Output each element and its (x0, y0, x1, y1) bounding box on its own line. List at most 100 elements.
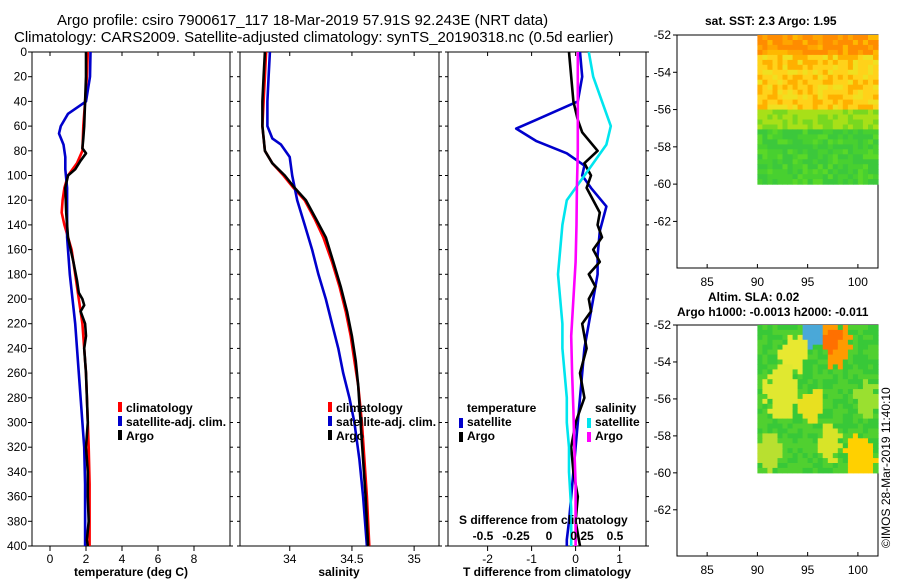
heat-cell (812, 463, 819, 469)
heat-cell (787, 408, 794, 415)
heat-cell (762, 334, 768, 341)
heat-cell (797, 179, 804, 185)
heat-cell (822, 159, 829, 165)
heat-cell (772, 134, 779, 140)
heat-cell (868, 408, 874, 415)
heat-cell (842, 74, 849, 81)
heat-cell (817, 169, 824, 175)
heat-cell (807, 64, 814, 71)
heat-cell (787, 349, 794, 356)
heat-cell (857, 54, 864, 61)
heat-cell (787, 179, 794, 185)
heat-cell (852, 154, 859, 160)
heat-cell (767, 169, 773, 175)
heat-cell (857, 119, 864, 126)
heat-cell (822, 344, 829, 351)
heat-cell (837, 79, 844, 86)
heat-cell (817, 124, 824, 131)
heat-cell (777, 453, 784, 459)
heat-cell (862, 384, 869, 390)
heat-cell (797, 379, 804, 385)
heat-cell (862, 174, 869, 180)
heat-cell (802, 458, 809, 464)
heat-cell (832, 94, 839, 101)
heat-cell (827, 154, 834, 160)
heat-cell (812, 403, 819, 410)
heat-cell (837, 69, 844, 76)
heat-cell (762, 79, 768, 86)
map-y-tick-label: -54 (654, 65, 672, 79)
heat-cell (812, 64, 819, 71)
heat-cell (782, 403, 789, 410)
heat-cell (817, 44, 824, 51)
heat-cell (862, 59, 869, 66)
heat-cell (832, 394, 839, 400)
heat-cell (787, 64, 794, 71)
heat-cell (817, 134, 824, 140)
heat-cell (817, 339, 824, 346)
heat-cell (807, 467, 814, 474)
heat-cell (852, 448, 859, 454)
heat-cell (857, 458, 864, 464)
heat-cell (847, 389, 854, 395)
heat-cell (777, 433, 784, 439)
heat-cell (787, 69, 794, 76)
heat-cell (792, 325, 799, 331)
heat-cell (862, 418, 869, 425)
heat-cell (837, 139, 844, 145)
heat-cell (847, 467, 854, 474)
heat-cell (852, 339, 859, 346)
heat-cell (787, 40, 794, 46)
heat-cell (827, 54, 834, 61)
heat-cell (797, 423, 804, 430)
heat-cell (767, 433, 773, 439)
heat-cell (802, 453, 809, 459)
heat-cell (862, 458, 869, 464)
heat-cell (762, 364, 768, 370)
heat-cell (832, 433, 839, 439)
heat-cell (807, 394, 814, 400)
heat-cell (822, 139, 829, 145)
heat-cell (873, 458, 879, 464)
heat-cell (817, 104, 824, 111)
heat-cell (802, 134, 809, 140)
heat-cell (847, 354, 854, 361)
heat-cell (757, 463, 763, 469)
heat-cell (873, 418, 879, 425)
heat-cell (822, 438, 829, 444)
heat-cell (797, 344, 804, 351)
heat-cell (852, 174, 859, 180)
heat-cell (772, 139, 779, 145)
heat-cell (868, 164, 874, 170)
heat-cell (847, 408, 854, 415)
heat-cell (857, 69, 864, 76)
heat-cell (792, 418, 799, 425)
heat-cell (873, 423, 879, 430)
heat-cell (777, 418, 784, 425)
heat-cell (873, 344, 879, 351)
heat-cell (787, 384, 794, 390)
heat-cell (762, 438, 768, 444)
heat-cell (762, 149, 768, 155)
heat-cell (837, 325, 844, 331)
heat-cell (777, 394, 784, 400)
heat-cell (827, 364, 834, 370)
heat-cell (852, 458, 859, 464)
heat-cell (772, 79, 779, 86)
heat-cell (817, 394, 824, 400)
heat-cell (792, 119, 799, 126)
heat-cell (822, 179, 829, 185)
heat-cell (762, 329, 768, 336)
heat-cell (817, 179, 824, 185)
heat-cell (812, 134, 819, 140)
heat-cell (868, 339, 874, 346)
heat-cell (777, 154, 784, 160)
heat-cell (837, 74, 844, 81)
heat-cell (762, 428, 768, 434)
heat-cell (837, 433, 844, 439)
heat-cell (837, 359, 844, 365)
heat-cell (852, 369, 859, 375)
heat-cell (817, 99, 824, 106)
heat-cell (782, 433, 789, 439)
heat-cell (817, 325, 824, 331)
